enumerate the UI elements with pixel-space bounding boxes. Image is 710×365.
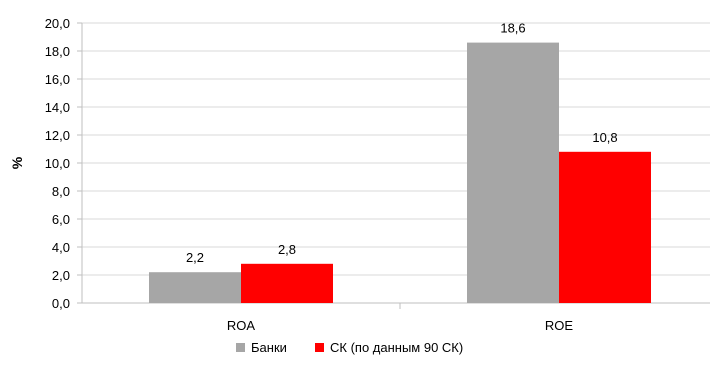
- y-tick-label: 20,0: [45, 16, 70, 31]
- y-tick-label: 2,0: [52, 268, 70, 283]
- data-label: 2,2: [186, 250, 204, 265]
- data-label: 2,8: [278, 242, 296, 257]
- legend-swatch: [236, 343, 245, 352]
- y-axis-label: %: [9, 156, 25, 169]
- bar: [559, 151, 651, 303]
- bar: [467, 42, 559, 303]
- y-tick-label: 6,0: [52, 212, 70, 227]
- y-tick-label: 14,0: [45, 100, 70, 115]
- y-tick-label: 0,0: [52, 296, 70, 311]
- data-label: 18,6: [500, 21, 525, 36]
- legend-swatch: [315, 343, 324, 352]
- legend: Банки СК (по данным 90 СК): [236, 340, 463, 355]
- data-label: 10,8: [592, 130, 617, 145]
- legend-label: СК (по данным 90 СК): [330, 340, 463, 355]
- y-tick-label: 16,0: [45, 72, 70, 87]
- y-tick-label: 12,0: [45, 128, 70, 143]
- y-tick-label: 18,0: [45, 44, 70, 59]
- bars: [149, 42, 651, 303]
- data-labels: 2,2 2,8 18,6 10,8: [186, 21, 618, 266]
- x-tick-label: ROE: [545, 318, 574, 333]
- y-tick-label: 10,0: [45, 156, 70, 171]
- legend-label: Банки: [251, 340, 287, 355]
- y-axis-ticks: 0,0 2,0 4,0 6,0 8,0 10,0 12,0 14,0 16,0 18,0 20,0: [45, 16, 83, 311]
- x-axis: ROA ROE: [227, 303, 574, 333]
- y-tick-label: 8,0: [52, 184, 70, 199]
- y-tick-label: 4,0: [52, 240, 70, 255]
- x-tick-label: ROA: [227, 318, 256, 333]
- bar: [241, 263, 333, 303]
- bar: [149, 272, 241, 303]
